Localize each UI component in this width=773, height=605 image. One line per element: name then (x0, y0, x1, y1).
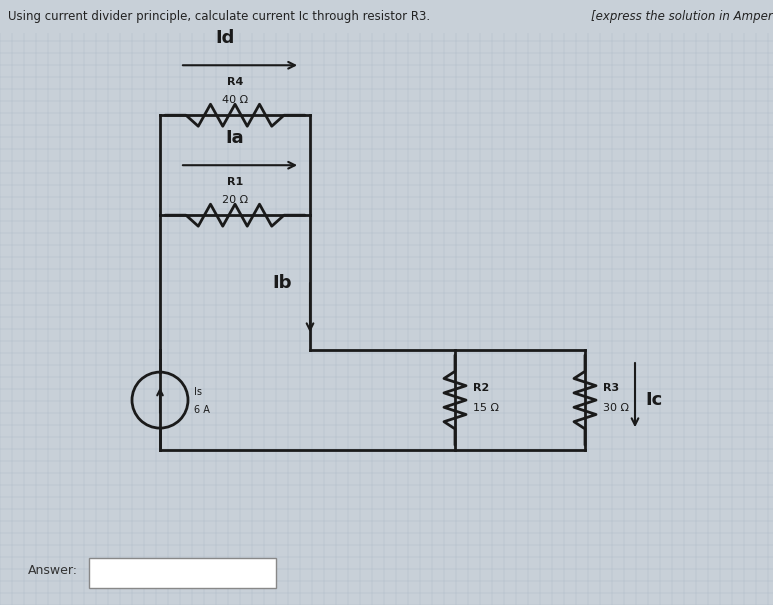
Text: 30 Ω: 30 Ω (603, 403, 629, 413)
Text: Using current divider principle, calculate current Ic through resistor R3.: Using current divider principle, calcula… (8, 10, 434, 23)
Text: Is: Is (194, 387, 202, 397)
Text: Id: Id (216, 29, 235, 47)
Text: R3: R3 (603, 383, 619, 393)
Text: Ia: Ia (226, 129, 244, 147)
Text: 40 Ω: 40 Ω (222, 95, 248, 105)
Text: R2: R2 (473, 383, 489, 393)
Text: [express the solution in Amperes]: [express the solution in Amperes] (591, 10, 773, 23)
Text: R4: R4 (226, 77, 243, 87)
Text: 6 A: 6 A (194, 405, 210, 415)
Text: 20 Ω: 20 Ω (222, 195, 248, 205)
Text: Ic: Ic (645, 391, 662, 409)
Text: Answer:: Answer: (28, 563, 78, 577)
Text: 15 Ω: 15 Ω (473, 403, 499, 413)
FancyBboxPatch shape (89, 558, 276, 588)
Text: Ib: Ib (273, 273, 292, 292)
Text: R1: R1 (226, 177, 243, 187)
